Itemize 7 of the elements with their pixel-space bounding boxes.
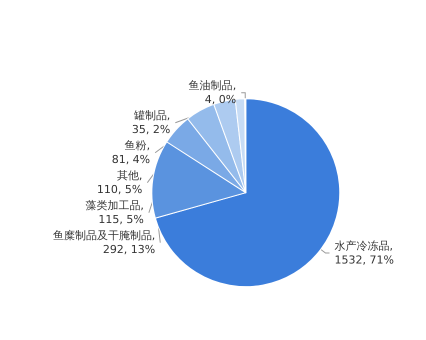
slice-label: 鱼糜制品及干腌制品, 292, 13%: [52, 229, 156, 256]
slice-label: 其他, 110, 5%: [96, 169, 142, 196]
slice-label: 藻类加工品, 115, 5%: [85, 199, 144, 226]
slice-label: 鱼油制品, 4, 0%: [188, 79, 236, 106]
slice-label: 罐制品, 35, 2%: [132, 109, 170, 136]
slice-label: 鱼粉, 81, 4%: [112, 139, 150, 166]
slice-label: 水产冷冻品, 1532, 71%: [334, 240, 394, 267]
